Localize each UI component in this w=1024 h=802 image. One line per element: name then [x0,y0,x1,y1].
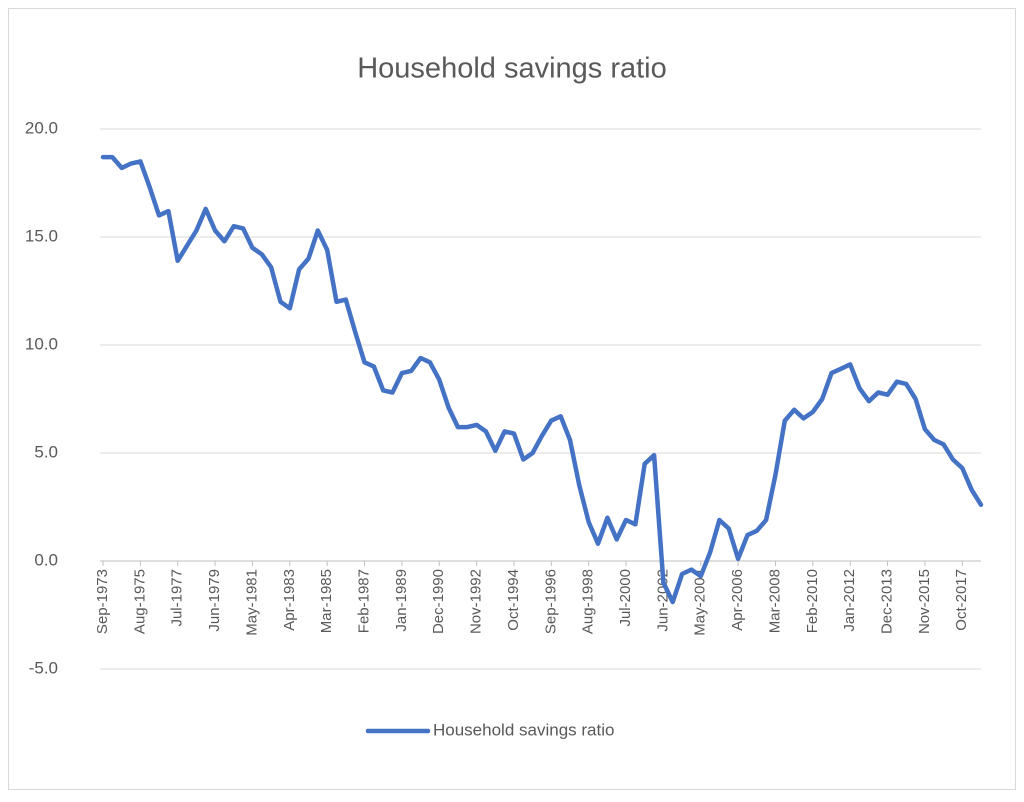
x-tick-label: Oct-2017 [953,569,970,631]
legend-label: Household savings ratio [433,720,614,739]
y-tick-label: 15.0 [25,226,58,245]
y-tick-label: 0.0 [34,550,58,569]
x-tick-label: Mar-1985 [318,569,335,633]
x-tick-label: Sep-1973 [94,569,111,634]
x-tick-label: Apr-1983 [281,569,298,631]
x-tick-label: Jun-2002 [654,569,671,632]
x-tick-label: Aug-1998 [580,569,597,634]
x-tick-label: Aug-1975 [131,569,148,634]
y-tick-label: -5.0 [29,658,58,677]
x-tick-label: Nov-2015 [916,569,933,634]
x-tick-label: Jun-1979 [206,569,223,632]
x-tick-label: Mar-2008 [766,569,783,633]
x-tick-label: Feb-2010 [804,569,821,633]
x-tick-label: Dec-2013 [879,569,896,634]
y-tick-label: 5.0 [34,442,58,461]
data-line [100,154,984,605]
x-tick-label: Feb-1987 [355,569,372,633]
x-tick-label: Jan-1989 [393,569,410,632]
x-tick-label: Oct-1994 [505,569,522,631]
x-tick-label: Nov-1992 [468,569,485,634]
x-tick-label: Jul-1977 [169,569,186,627]
x-tick-label: Apr-2006 [729,569,746,631]
y-tick-label: 10.0 [25,334,58,353]
chart-title: Household savings ratio [357,53,667,85]
x-tick-label: May-2004 [692,569,709,636]
x-tick-label: Jan-2012 [841,569,858,632]
x-tick-label: Dec-1990 [430,569,447,634]
y-tick-label: 20.0 [25,118,58,137]
x-tick-label: Sep-1996 [542,569,559,634]
x-tick-label: May-1981 [243,569,260,636]
x-tick-label: Jul-2000 [617,569,634,627]
chart-border [8,8,1016,790]
